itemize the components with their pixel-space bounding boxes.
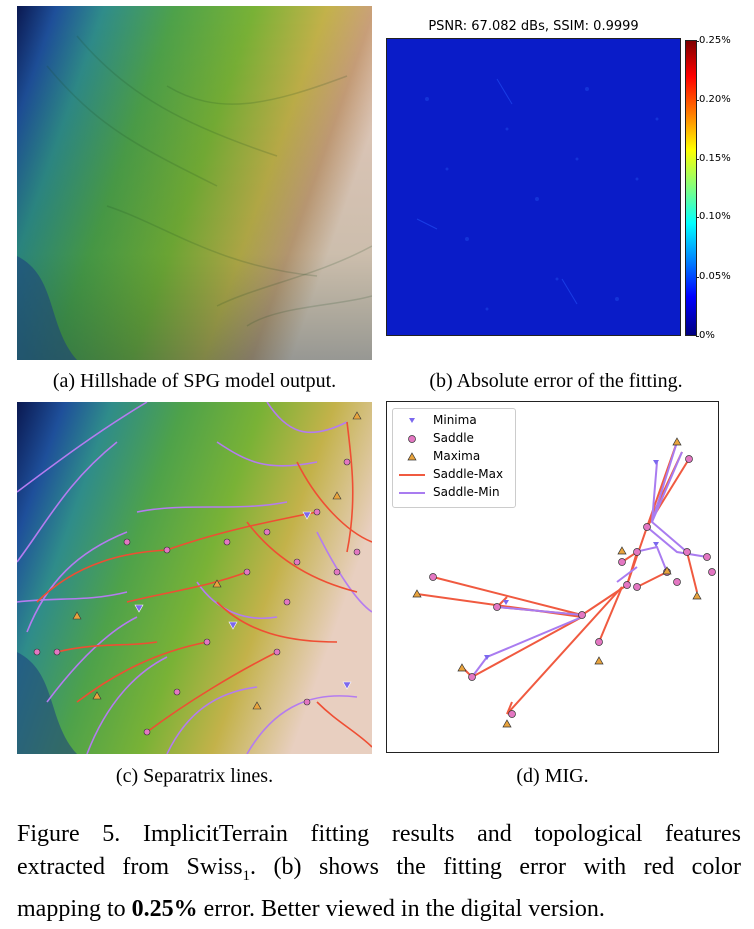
error-map-image <box>386 38 681 336</box>
line-icon <box>399 474 425 476</box>
circle-icon <box>408 435 416 443</box>
colorbar-tick: 0.10% <box>696 211 731 222</box>
caption-d: (d) MIG. <box>516 765 589 787</box>
caption-c: (c) Separatrix lines. <box>115 765 274 787</box>
line-icon <box>399 492 425 494</box>
caption-line: mapping to 0.25% error. Better viewed in… <box>17 895 605 922</box>
separatrix-image <box>17 402 372 754</box>
mig-legend: Minima Saddle Maxima Saddle-Max Saddle-M… <box>392 408 516 508</box>
caption-line: Figure 5. ImplicitTerrain fitting result… <box>17 821 741 847</box>
psnr-title: PSNR: 67.082 dBs, SSIM: 0.9999 <box>428 19 639 34</box>
colorbar-tick: 0% <box>696 330 715 341</box>
colorbar-tick: 0.15% <box>696 153 731 164</box>
legend-saddle-min: Saddle-Min <box>393 484 515 502</box>
triangle-down-icon <box>409 418 415 423</box>
caption-line: extracted from Swiss1. (b) shows the fit… <box>17 854 741 884</box>
triangle-up-icon <box>407 452 417 461</box>
legend-saddle: Saddle <box>393 430 515 448</box>
colorbar-tick: 0.20% <box>696 94 731 105</box>
colorbar-tick: 0.25% <box>696 35 731 46</box>
legend-maxima: Maxima <box>393 448 515 466</box>
legend-minima: Minima <box>393 412 515 430</box>
figure-caption: Figure 5. ImplicitTerrain fitting result… <box>17 818 741 926</box>
legend-saddle-max: Saddle-Max <box>393 466 515 484</box>
colorbar <box>685 40 697 336</box>
colorbar-tick: 0.05% <box>696 271 731 282</box>
hillshade-image <box>17 6 372 360</box>
caption-a: (a) Hillshade of SPG model output. <box>52 370 337 392</box>
caption-b: (b) Absolute error of the fitting. <box>429 370 683 392</box>
